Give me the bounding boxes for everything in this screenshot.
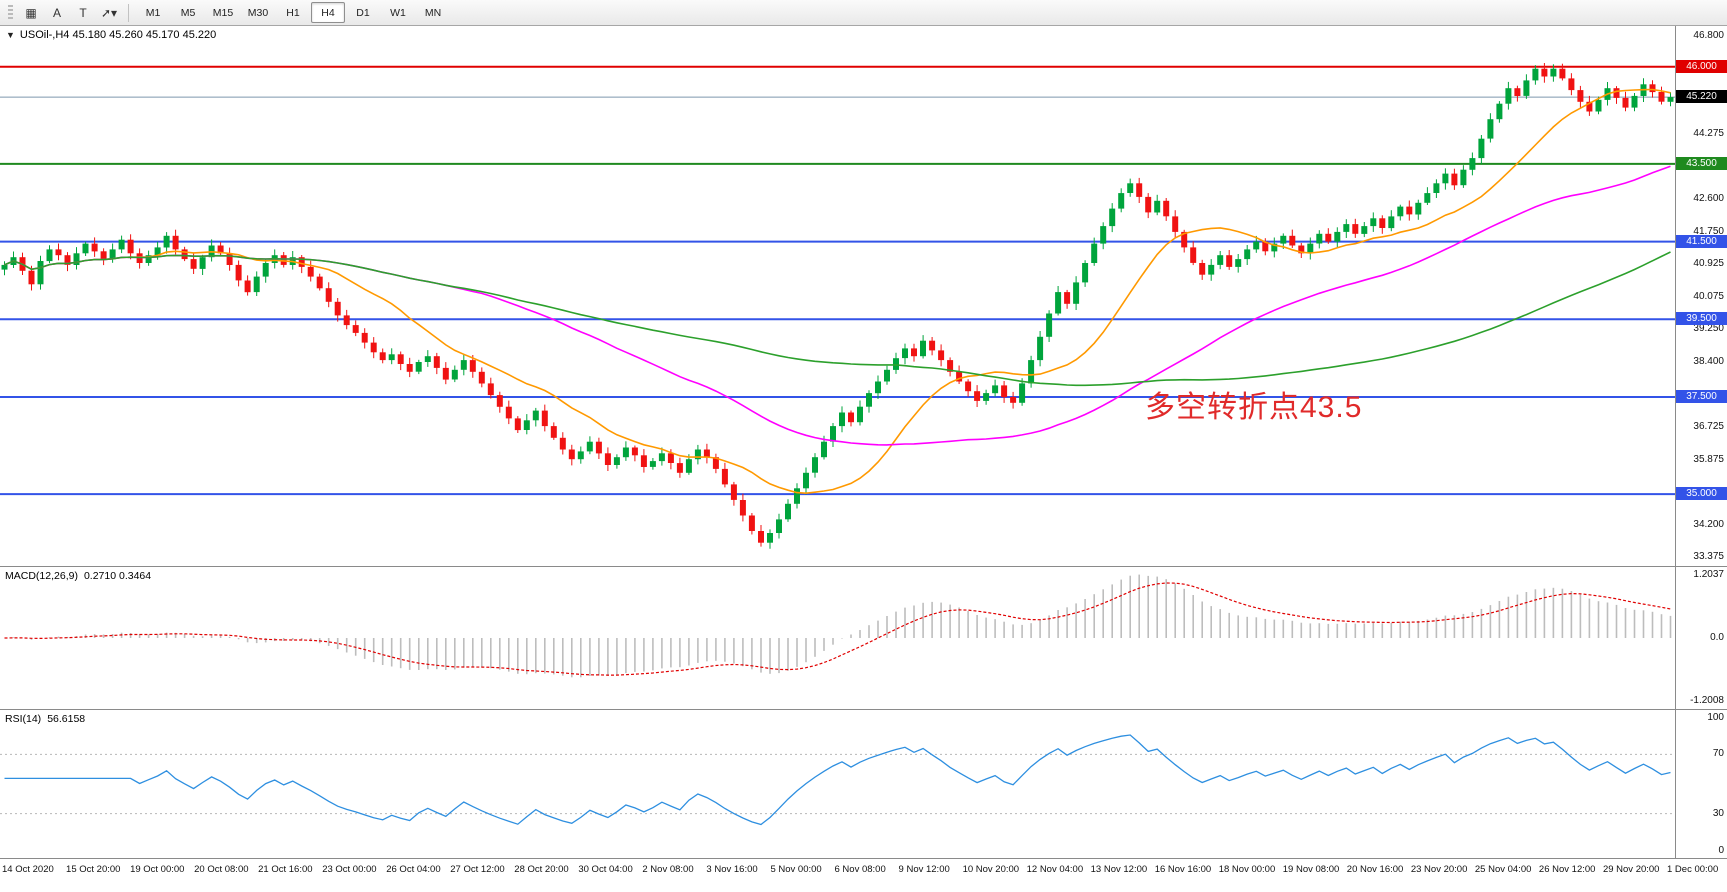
price-badge-43.500: 43.500 bbox=[1676, 156, 1727, 170]
time-axis-label: 19 Nov 08:00 bbox=[1282, 864, 1340, 875]
MA-slow-line bbox=[4, 251, 1671, 387]
price-axis-label: 40.925 bbox=[1693, 257, 1724, 269]
rsi-plot bbox=[0, 710, 1675, 858]
timeframe-button-M15[interactable]: M15 bbox=[212, 6, 234, 19]
MA-fast-line bbox=[4, 88, 1671, 495]
toolbar-grip[interactable] bbox=[8, 4, 13, 21]
price-badge-46.000: 46.000 bbox=[1676, 59, 1727, 73]
price-axis-label: 41.750 bbox=[1693, 225, 1724, 237]
price-badge-41.500: 41.500 bbox=[1676, 234, 1727, 248]
chart-annotation: 多空转折点43.5 bbox=[1145, 391, 1363, 424]
price-axis-label: 40.075 bbox=[1693, 290, 1724, 302]
macd-label: MACD(12,26,9) 0.2710 0.3464 bbox=[5, 570, 151, 582]
time-axis-label: 19 Oct 00:00 bbox=[130, 864, 185, 875]
price-axis-label: 33.375 bbox=[1693, 551, 1724, 563]
price-axis-label: 39.250 bbox=[1693, 323, 1724, 335]
price-axis-label: 46.800 bbox=[1693, 29, 1724, 41]
macd-axis-label: -1.2008 bbox=[1690, 695, 1724, 706]
macd-axis[interactable]: 1.2037 0.0 -1.2008 bbox=[1675, 567, 1727, 709]
time-axis-label: 12 Nov 04:00 bbox=[1026, 864, 1084, 875]
time-axis-label: 20 Oct 08:00 bbox=[194, 864, 249, 875]
rsi-axis-label: 30 bbox=[1712, 807, 1724, 819]
time-axis-label: 10 Nov 20:00 bbox=[962, 864, 1020, 875]
macd-axis-label: 0.0 bbox=[1710, 632, 1724, 643]
timeframe-button-M1[interactable]: M1 bbox=[145, 6, 161, 19]
macd-axis-label: 1.2037 bbox=[1693, 569, 1724, 580]
time-axis-label: 2 Nov 08:00 bbox=[642, 864, 694, 875]
price-axis-label: 38.400 bbox=[1693, 356, 1724, 368]
time-axis-label: 23 Oct 00:00 bbox=[322, 864, 377, 875]
rsi-axis-label: 100 bbox=[1707, 712, 1724, 723]
time-axis-label: 5 Nov 00:00 bbox=[770, 864, 822, 875]
time-axis-label: 25 Nov 04:00 bbox=[1474, 864, 1532, 875]
time-axis-label: 26 Oct 04:00 bbox=[386, 864, 441, 875]
macd-signal-line bbox=[4, 582, 1671, 676]
cursor-a-tool-icon[interactable]: A bbox=[52, 5, 61, 20]
timeframe-button-M30[interactable]: M30 bbox=[247, 6, 269, 19]
timeframe-button-H4[interactable]: H4 bbox=[311, 2, 345, 23]
rsi-name: RSI(14) bbox=[5, 713, 42, 725]
time-axis-label: 15 Oct 20:00 bbox=[66, 864, 121, 875]
price-axis-label: 35.875 bbox=[1693, 454, 1724, 466]
macd-values: 0.2710 0.3464 bbox=[83, 570, 152, 582]
one-click-trading-toggle-icon[interactable]: ▼ bbox=[6, 30, 15, 40]
rsi-panel[interactable]: RSI(14) 56.6158 bbox=[0, 710, 1675, 858]
timeframe-button-H1[interactable]: H1 bbox=[286, 6, 300, 19]
candlestick-plot[interactable] bbox=[0, 26, 1675, 566]
rsi-axis-label: 70 bbox=[1712, 748, 1724, 760]
timeframe-button-MN[interactable]: MN bbox=[424, 6, 442, 19]
timeframe-button-D1[interactable]: D1 bbox=[356, 6, 370, 19]
timeframe-button-W1[interactable]: W1 bbox=[390, 6, 406, 19]
time-axis-label: 23 Nov 20:00 bbox=[1410, 864, 1468, 875]
macd-name: MACD(12,26,9) bbox=[5, 570, 78, 582]
time-axis-label: 27 Oct 12:00 bbox=[450, 864, 505, 875]
price-badge-35.000: 35.000 bbox=[1676, 487, 1727, 501]
main-chart-panel[interactable]: ▼ USOil-,H4 45.180 45.260 45.170 45.220 … bbox=[0, 26, 1675, 566]
charts-grid-icon[interactable]: ▦ bbox=[25, 5, 37, 20]
price-axis-label: 42.600 bbox=[1693, 192, 1724, 204]
time-axis-label: 9 Nov 12:00 bbox=[898, 864, 950, 875]
time-axis-label: 13 Nov 12:00 bbox=[1090, 864, 1148, 875]
macd-plot bbox=[0, 567, 1675, 709]
macd-panel[interactable]: MACD(12,26,9) 0.2710 0.3464 bbox=[0, 567, 1675, 709]
timeframe-toolbar: M1 M5 M15 M30 H1 H4 D1 W1 MN bbox=[136, 2, 450, 23]
price-axis-label: 44.275 bbox=[1693, 127, 1724, 139]
price-axis-label: 34.200 bbox=[1693, 519, 1724, 531]
time-axis-label: 26 Nov 12:00 bbox=[1538, 864, 1596, 875]
drawing-tools-group: ▦ A T ➚▾ bbox=[19, 2, 121, 24]
time-axis-label: 29 Nov 20:00 bbox=[1602, 864, 1660, 875]
rsi-axis-label: 0 bbox=[1718, 845, 1724, 856]
toolbar-separator bbox=[128, 3, 129, 22]
price-axis-label: 36.725 bbox=[1693, 421, 1724, 433]
symbol-info: ▼ USOil-,H4 45.180 45.260 45.170 45.220 bbox=[6, 29, 216, 41]
panel-separator[interactable] bbox=[0, 566, 1727, 567]
rsi-axis[interactable]: 100 70 30 0 bbox=[1675, 710, 1727, 858]
text-tool-icon[interactable]: T bbox=[79, 5, 87, 20]
time-axis-label: 30 Oct 04:00 bbox=[578, 864, 633, 875]
panel-separator[interactable] bbox=[0, 858, 1727, 859]
arrow-tools-dropdown-icon[interactable]: ➚▾ bbox=[100, 5, 118, 20]
time-axis-label: 20 Nov 16:00 bbox=[1346, 864, 1404, 875]
time-axis-label: 21 Oct 16:00 bbox=[258, 864, 313, 875]
price-badge-37.500: 37.500 bbox=[1676, 390, 1727, 403]
time-axis-label: 14 Oct 2020 bbox=[2, 864, 54, 875]
rsi-value: 56.6158 bbox=[47, 713, 86, 725]
symbol-ohlc-text: USOil-,H4 45.180 45.260 45.170 45.220 bbox=[19, 29, 217, 41]
time-axis-label: 6 Nov 08:00 bbox=[834, 864, 886, 875]
rsi-label: RSI(14) 56.6158 bbox=[5, 713, 85, 725]
price-axis[interactable]: 46.800 44.275 42.600 41.750 40.925 40.075 39.2… bbox=[1675, 26, 1727, 566]
panel-separator[interactable] bbox=[0, 709, 1727, 710]
time-axis[interactable]: 14 Oct 2020 15 Oct 20:00 19 Oct 00:00 20 Oc… bbox=[0, 859, 1727, 892]
time-axis-label: 16 Nov 16:00 bbox=[1154, 864, 1212, 875]
time-axis-label: 1 Dec 00:00 bbox=[1667, 864, 1719, 875]
time-axis-label: 28 Oct 20:00 bbox=[514, 864, 569, 875]
price-badge-45.220: 45.220 bbox=[1676, 90, 1727, 104]
rsi-line bbox=[4, 734, 1671, 826]
timeframe-button-M5[interactable]: M5 bbox=[180, 6, 196, 19]
time-axis-label: 3 Nov 16:00 bbox=[706, 864, 758, 875]
time-axis-label: 18 Nov 00:00 bbox=[1218, 864, 1276, 875]
toolbar: ▦ A T ➚▾ M1 M5 M15 M30 H1 H4 D1 W1 MN bbox=[0, 0, 1727, 26]
price-badge-39.500: 39.500 bbox=[1676, 312, 1727, 326]
